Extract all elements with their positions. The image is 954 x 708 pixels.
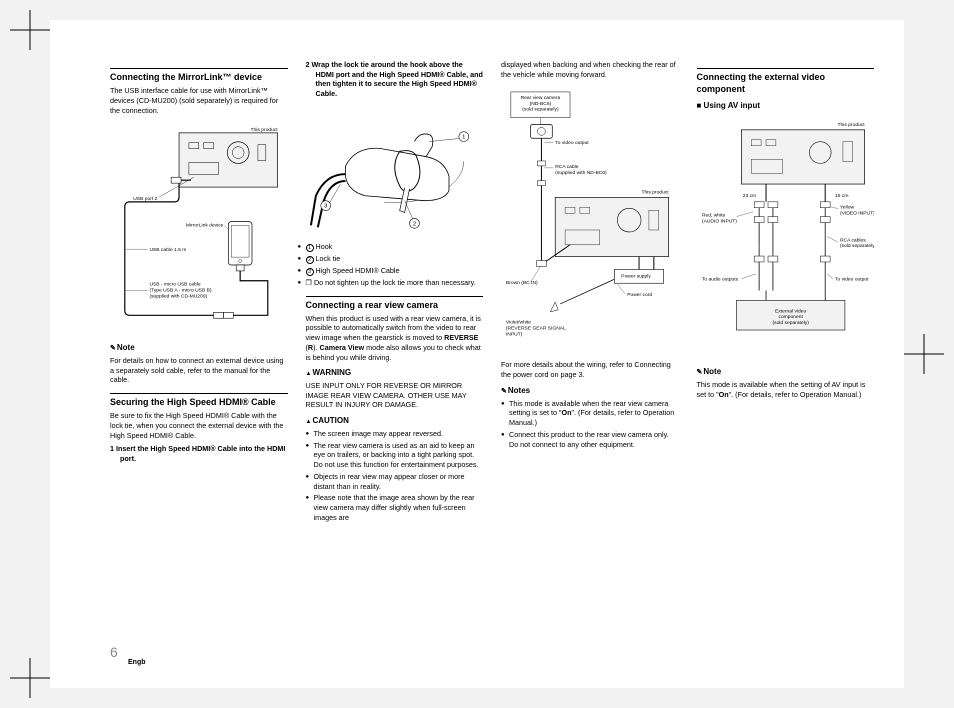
svg-text:RCA cables: RCA cables [839, 237, 865, 243]
locktie-legend: 1 Hook 2 Lock tie 3 High Speed HDMI® Cab… [306, 242, 484, 288]
column-4: Connecting the external video component … [697, 60, 875, 668]
svg-text:23 cm: 23 cm [742, 193, 755, 199]
heading-rearview: Connecting a rear view camera [306, 296, 484, 311]
svg-text:Yellow: Yellow [839, 205, 853, 211]
note-text-4: This mode is available when the setting … [697, 380, 875, 399]
svg-text:To video output: To video output [555, 141, 589, 147]
step-2: 2 Wrap the lock tie around the hook abov… [306, 60, 484, 99]
diagram-av-input: This product 23 cm 15 cm Red, white (AUD… [697, 118, 875, 355]
page-number: 6 [110, 644, 118, 660]
note-item: This mode is available when the rear vie… [509, 399, 679, 428]
label-usb-micro: USB - micro USB cable (Type USB A - micr… [149, 282, 212, 300]
diagram-mirrorlink: This product USB port 2 MirrorLink devic… [110, 123, 288, 330]
column-3: displayed when backing and when checking… [501, 60, 679, 668]
column-1: Connecting the MirrorLink™ device The US… [110, 60, 288, 668]
svg-text:Brown (BC IN): Brown (BC IN) [506, 281, 538, 287]
para-securing: Be sure to fix the High Speed HDMI® Cabl… [110, 411, 288, 440]
heading-securing: Securing the High Speed HDMI® Cable [110, 393, 288, 408]
svg-text:(sold separately): (sold separately) [522, 107, 559, 113]
legend-3: 3 High Speed HDMI® Cable [306, 266, 484, 276]
para-top: displayed when backing and when checking… [501, 60, 679, 79]
diagram-rearcam: Rear view camera (ND-BC6) (sold separate… [501, 87, 679, 353]
svg-text:This product: This product [642, 190, 670, 196]
heading-ext-video: Connecting the external video component [697, 68, 875, 95]
para-more: For more details about the wiring, refer… [501, 360, 679, 379]
manual-page: Connecting the MirrorLink™ device The US… [50, 20, 904, 688]
note-item: Connect this product to the rear view ca… [509, 430, 679, 449]
svg-text:Violet/white: Violet/white [506, 320, 531, 326]
svg-text:component: component [778, 314, 803, 320]
notes-heading: Notes [501, 386, 679, 397]
legend-1: 1 Hook [306, 242, 484, 252]
caution-heading: CAUTION [306, 416, 484, 427]
svg-text:1: 1 [462, 134, 465, 140]
lang-code: Engb [128, 659, 146, 666]
label-mirrorlink-dev: MirrorLink device [186, 223, 224, 229]
note-heading-4: Note [697, 367, 875, 378]
svg-text:(supplied with ND-BC6): (supplied with ND-BC6) [555, 170, 607, 176]
heading-mirrorlink: Connecting the MirrorLink™ device [110, 68, 288, 83]
caution-item: The rear view camera is used as an aid t… [314, 441, 484, 470]
svg-text:(VIDEO INPUT): (VIDEO INPUT) [839, 211, 874, 217]
svg-text:(ND-BC6): (ND-BC6) [530, 101, 552, 107]
caution-item: Objects in rear view may appear closer o… [314, 472, 484, 491]
svg-text:To audio outputs: To audio outputs [701, 277, 738, 283]
svg-text:Power supply: Power supply [621, 274, 651, 280]
label-this-product: This product [251, 127, 279, 133]
para-mirrorlink: The USB interface cable for use with Mir… [110, 86, 288, 115]
step-1: 1 Insert the High Speed HDMI® Cable into… [110, 444, 288, 463]
svg-text:To video output: To video output [835, 277, 869, 283]
svg-text:(AUDIO INPUT): (AUDIO INPUT) [701, 219, 736, 225]
svg-text:15 cm: 15 cm [835, 193, 848, 199]
legend-4: ❐ Do not tighten up the lock tie more th… [306, 278, 484, 288]
label-usb-port: USB port 2 [133, 196, 157, 202]
warning-heading: WARNING [306, 368, 484, 379]
diagram-locktie: 1 2 3 [306, 107, 484, 235]
heading-av-input: ■ Using AV input [697, 101, 875, 112]
svg-text:This product: This product [837, 122, 865, 128]
notes-list: This mode is available when the rear vie… [501, 399, 679, 450]
note-text: For details on how to connect an externa… [110, 356, 288, 385]
caution-list: The screen image may appear reversed. Th… [306, 429, 484, 522]
svg-text:Power cord: Power cord [627, 292, 652, 298]
column-2: 2 Wrap the lock tie around the hook abov… [306, 60, 484, 668]
warning-text: USE INPUT ONLY FOR REVERSE OR MIRROR IMA… [306, 381, 484, 410]
caution-item: The screen image may appear reversed. [314, 429, 484, 439]
note-heading: Note [110, 343, 288, 354]
legend-2: 2 Lock tie [306, 254, 484, 264]
svg-text:(sold separately): (sold separately) [839, 243, 874, 249]
svg-text:(REVERSE GEAR SIGNAL: (REVERSE GEAR SIGNAL [506, 326, 566, 332]
svg-text:External video: External video [775, 308, 806, 314]
svg-text:Red, white: Red, white [701, 213, 725, 219]
label-usb-cable: USB cable 1.5 m [149, 247, 186, 253]
svg-text:2: 2 [412, 221, 415, 227]
caution-item: Please note that the image area shown by… [314, 493, 484, 522]
svg-text:INPUT): INPUT) [506, 332, 523, 338]
para-rearview: When this product is used with a rear vi… [306, 314, 484, 363]
svg-text:RCA cable: RCA cable [555, 164, 579, 170]
svg-text:(sold separately): (sold separately) [772, 320, 809, 326]
svg-text:Rear view camera: Rear view camera [521, 95, 561, 101]
